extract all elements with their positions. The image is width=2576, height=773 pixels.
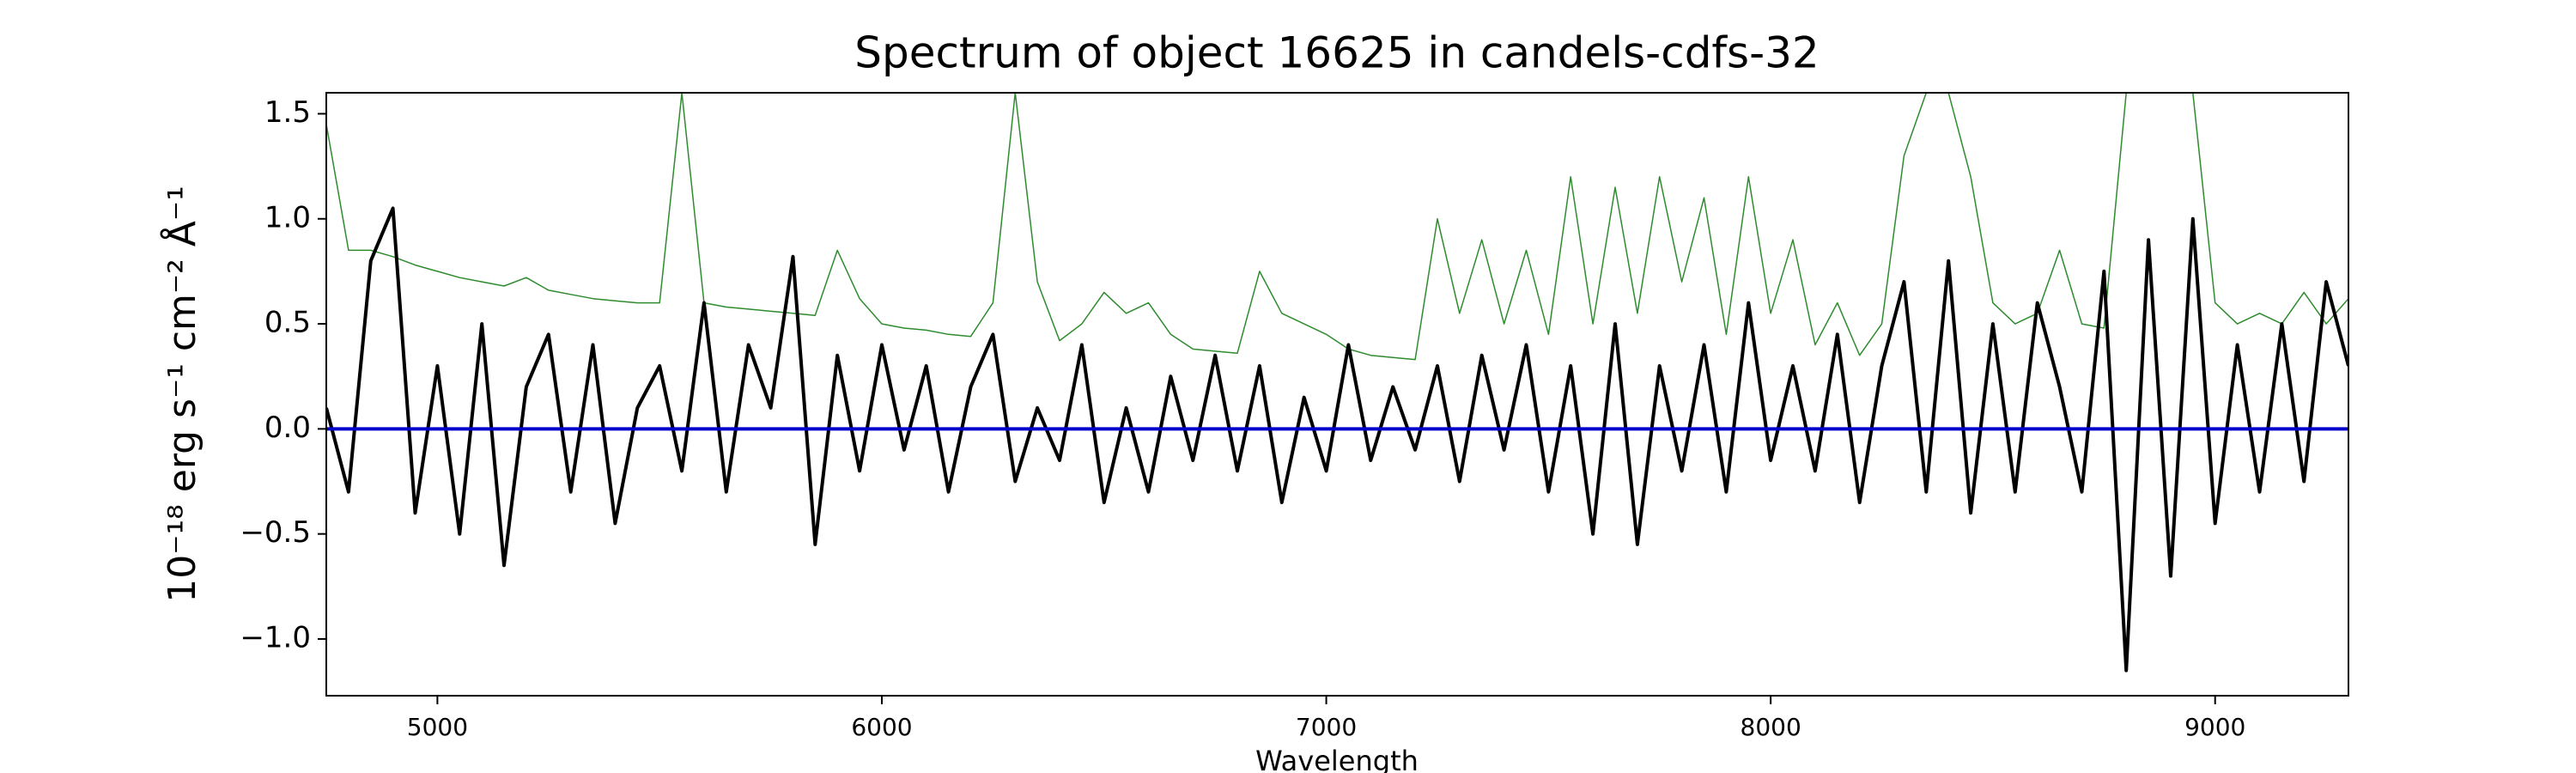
chart-title: Spectrum of object 16625 in candels-cdfs… [854, 28, 1820, 78]
y-axis-label: 10⁻¹⁸ erg s⁻¹ cm⁻² Å⁻¹ [159, 186, 204, 602]
y-tick-label: 0.5 [264, 306, 311, 340]
y-tick-label: −1.0 [240, 620, 311, 654]
y-tick-label: 1.5 [264, 95, 311, 130]
x-tick-label: 7000 [1296, 713, 1357, 741]
y-tick-label: 1.0 [264, 200, 311, 234]
x-axis-label: Wavelength [1255, 745, 1419, 773]
plot-frame [325, 92, 2349, 697]
series-line [326, 93, 2348, 361]
y-tick-label: −0.5 [240, 515, 311, 550]
x-tick-label: 8000 [1741, 713, 1801, 741]
x-tick-label: 9000 [2184, 713, 2245, 741]
x-tick-label: 6000 [851, 713, 912, 741]
x-tick-label: 5000 [407, 713, 468, 741]
series-line [326, 206, 2348, 673]
y-tick-label: 0.0 [264, 411, 311, 445]
